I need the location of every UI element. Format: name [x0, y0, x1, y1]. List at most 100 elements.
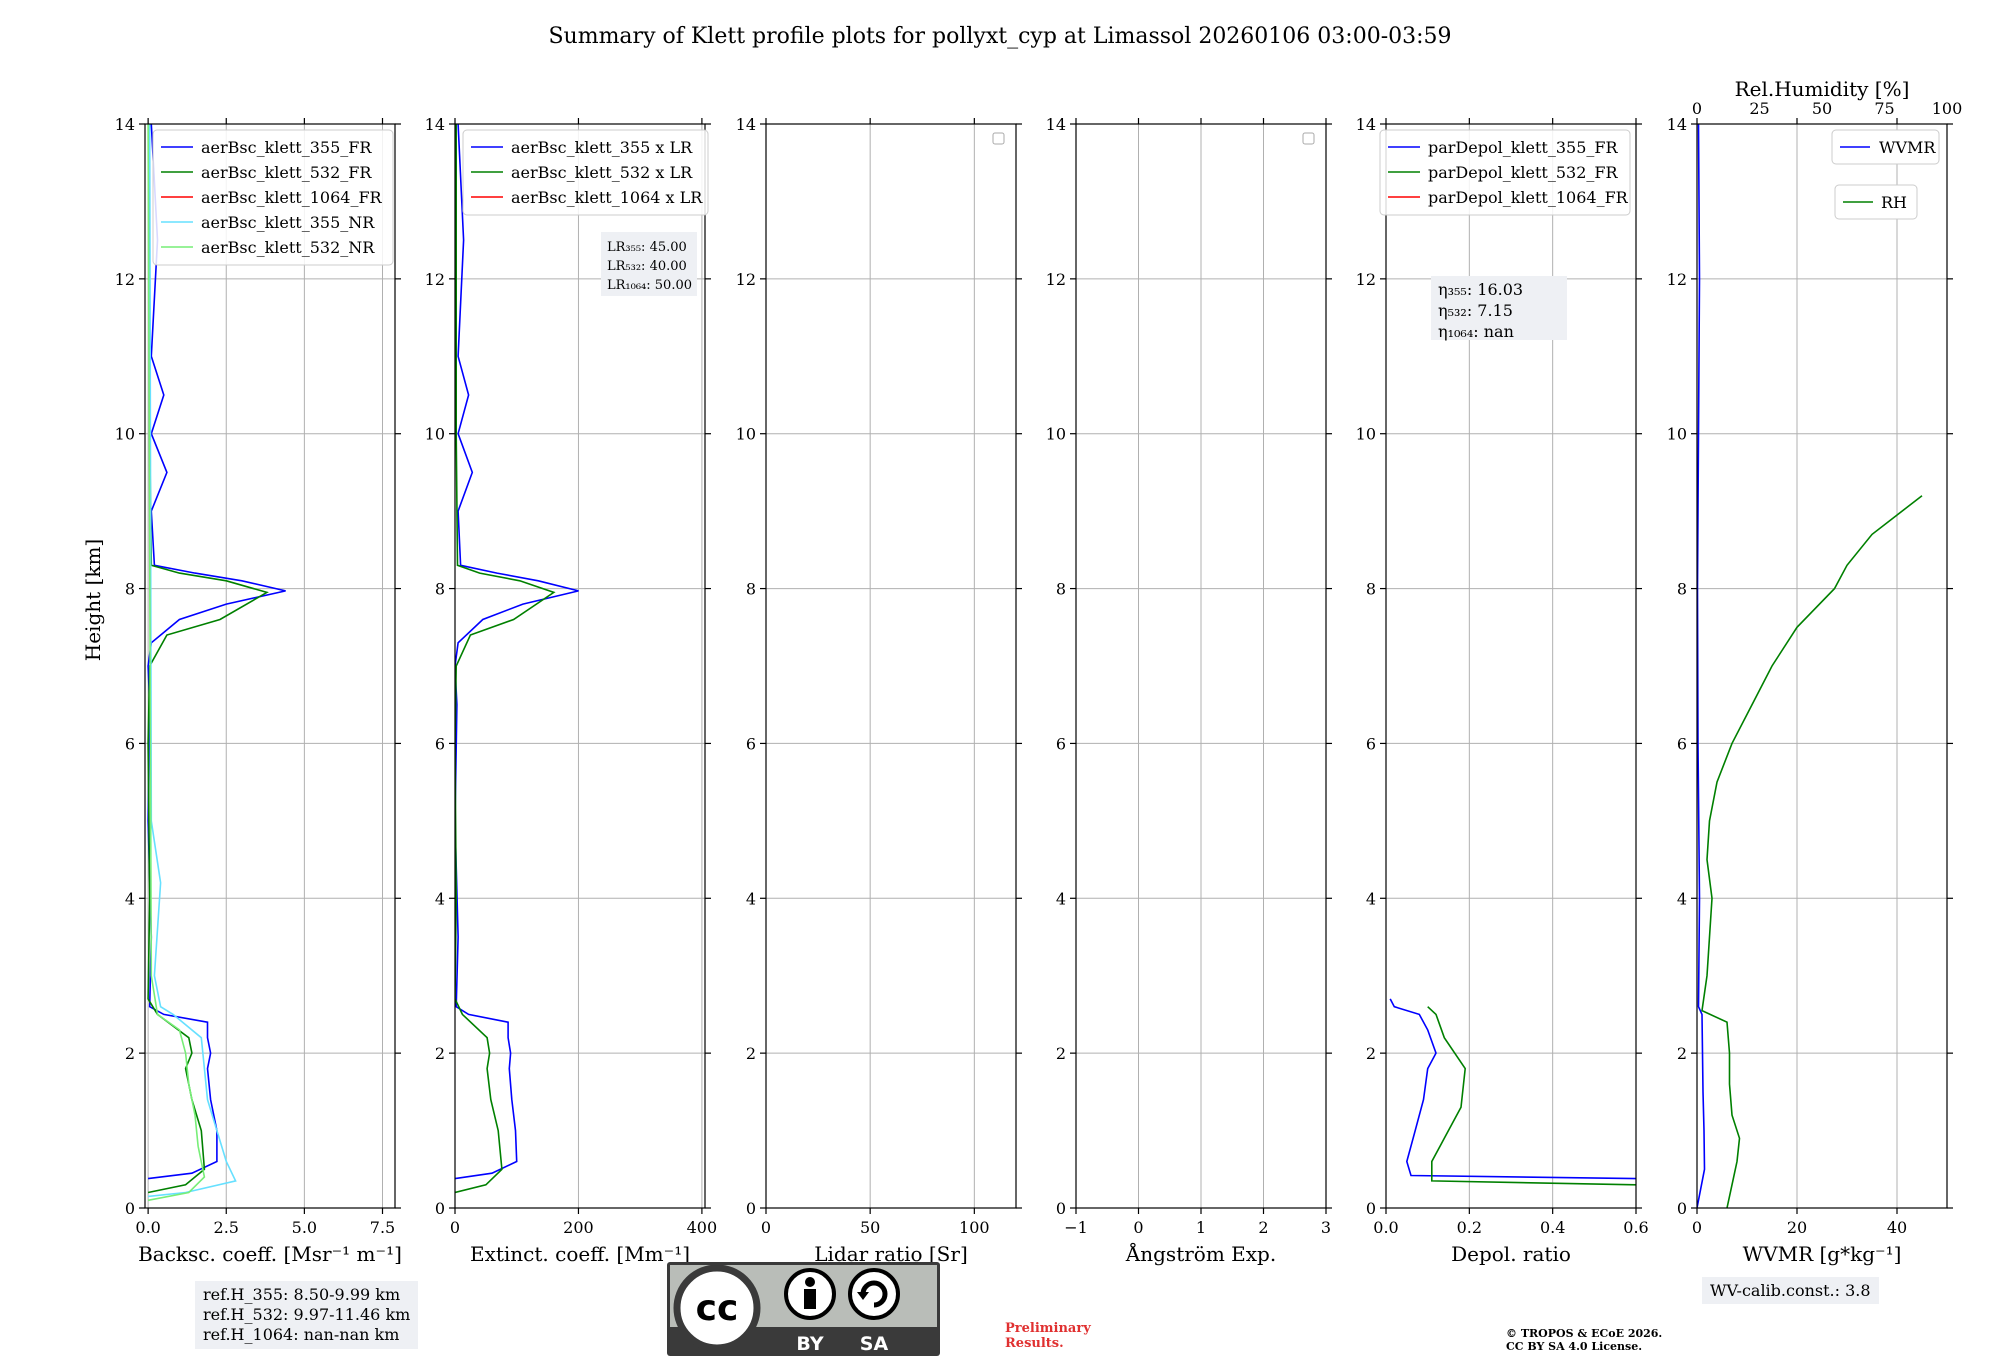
y-tick-label: 0 [1677, 1199, 1687, 1218]
y-tick-label: 12 [425, 270, 445, 289]
y-tick-label: 12 [736, 270, 756, 289]
y-tick-label: 0 [746, 1199, 756, 1218]
y-tick-label: 4 [746, 889, 756, 908]
x-tick-label: 50 [860, 1218, 880, 1237]
series-line-aerBsc_klett_532_NR [147, 124, 206, 1202]
x-tick-label: −1 [1064, 1218, 1088, 1237]
y-tick-label: 4 [1366, 889, 1376, 908]
eta-eta355: η₃₅₅: 16.03 [1438, 280, 1523, 299]
empty-legend-icon [1302, 132, 1315, 145]
sa-label: SA [860, 1333, 889, 1355]
reference-height-box: ref.H_355: 8.50-9.99 km ref.H_532: 9.97-… [195, 1281, 419, 1349]
y-tick-label: 14 [736, 115, 756, 134]
x-tick-label: 1 [1196, 1218, 1206, 1237]
y-tick-label: 10 [1667, 425, 1687, 444]
y-tick-label: 8 [1677, 580, 1687, 599]
series-line-aerBsc_klett_355_FR [147, 124, 286, 1180]
y-tick-label: 12 [1046, 270, 1066, 289]
y-tick-label: 10 [425, 425, 445, 444]
legend: aerBsc_klett_355 x LR aerBsc_klett_532 x … [462, 129, 709, 216]
series-line-WVMR [1697, 124, 1706, 1208]
ref-h-1064: ref.H_1064: nan-nan km [203, 1325, 400, 1344]
y-tick-label: 10 [736, 425, 756, 444]
y-tick-label: 2 [1677, 1044, 1687, 1063]
y-tick-label: 14 [1667, 115, 1687, 134]
copyright-note: © TROPOS & ECoE 2026. CC BY SA 4.0 Licen… [1506, 1327, 1662, 1353]
copyright-line2: CC BY SA 4.0 License. [1506, 1340, 1643, 1353]
y-tick-label: 8 [746, 580, 756, 599]
legend-label: aerBsc_klett_1064_FR [201, 188, 383, 207]
lidar-ratio-lr532: LR₅₃₂: 40.00 [607, 259, 687, 274]
y-tick-label: 8 [125, 580, 135, 599]
y-tick-label: 4 [1677, 889, 1687, 908]
legend-rh: RH [1834, 184, 1918, 220]
legend-label: RH [1881, 193, 1907, 212]
y-tick-label: 2 [435, 1044, 445, 1063]
y-tick-label: 14 [115, 115, 135, 134]
x-axis-label: Extinct. coeff. [Mm⁻¹] [470, 1242, 690, 1266]
eta-box: η₃₅₅: 16.03 η₅₃₂: 7.15 η₁₀₆₄: nan [1431, 276, 1567, 341]
preliminary-line1: Preliminary [1005, 1321, 1091, 1336]
series-line-aerBsc_klett_355 x LR [455, 124, 579, 1180]
x-tick-label: 5.0 [292, 1218, 317, 1237]
x-axis-label: Depol. ratio [1451, 1242, 1571, 1266]
series-line-RH [1701, 495, 1923, 1208]
x-tick-label: 0 [1692, 1218, 1702, 1237]
x-tick-label: 0 [761, 1218, 771, 1237]
x2-tick-label: 25 [1749, 99, 1769, 118]
legend-label: aerBsc_klett_532 x LR [511, 163, 693, 182]
x-tick-label: 7.5 [370, 1218, 395, 1237]
panel-1: 0 2 4 6 8 10 12 14 0.0 2.5 5.0 7.5 Backsc. coeff. [M… [115, 115, 402, 1266]
series-line-parDepol_klett_532_FR [1427, 1006, 1636, 1186]
axes-frame [765, 123, 1017, 1209]
y-tick-label: 2 [746, 1044, 756, 1063]
x2-tick-label: 0 [1692, 99, 1702, 118]
wv-calib-box: WV-calib.const.: 3.8 [1702, 1277, 1879, 1304]
panel-2: 0 2 4 6 8 10 12 14 0 200 400 Extinct. coeff. [Mm⁻¹]… [425, 115, 718, 1266]
y-tick-label: 0 [1056, 1199, 1066, 1218]
series-group [455, 124, 579, 1194]
y-tick-label: 14 [1356, 115, 1376, 134]
y-tick-label: 2 [125, 1044, 135, 1063]
y-tick-label: 12 [1356, 270, 1376, 289]
series-line-aerBsc_klett_532 x LR [455, 124, 556, 1194]
y-tick-label: 0 [1366, 1199, 1376, 1218]
y-tick-label: 4 [125, 889, 135, 908]
x-tick-label: 0.2 [1457, 1218, 1482, 1237]
x-tick-label: 0.4 [1540, 1218, 1565, 1237]
cc-by-sa-license-badge: cc BY SA [667, 1262, 940, 1356]
eta-eta532: η₅₃₂: 7.15 [1438, 301, 1513, 320]
legend-label: aerBsc_klett_1064 x LR [511, 188, 703, 207]
x-tick-label: 400 [687, 1218, 718, 1237]
y-tick-label: 0 [435, 1199, 445, 1218]
legend-label: aerBsc_klett_532_NR [201, 238, 375, 257]
y-tick-label: 2 [1366, 1044, 1376, 1063]
y-tick-label: 14 [1046, 115, 1066, 134]
legend-label: aerBsc_klett_355_NR [201, 213, 375, 232]
x-axis-label: WVMR [g*kg⁻¹] [1743, 1242, 1902, 1266]
y-tick-label: 6 [1366, 734, 1376, 753]
x-axis-label: Ångström Exp. [1125, 1241, 1276, 1266]
lidar-ratio-lr355: LR₃₅₅: 45.00 [607, 240, 687, 255]
x-tick-label: 0.0 [135, 1218, 160, 1237]
legend-label: aerBsc_klett_355 x LR [511, 138, 693, 157]
y-tick-label: 12 [115, 270, 135, 289]
x2-tick-label: 50 [1812, 99, 1832, 118]
axes-frame [144, 123, 396, 1209]
legend-label: parDepol_klett_1064_FR [1428, 188, 1629, 207]
legend: parDepol_klett_355_FR parDepol_klett_532_… [1379, 129, 1631, 216]
eta-eta1064: η₁₀₆₄: nan [1438, 322, 1514, 341]
x-tick-label: 0 [450, 1218, 460, 1237]
series-line-aerBsc_klett_355_NR [148, 124, 237, 1198]
panel-5: 0 2 4 6 8 10 12 14 0.0 0.2 0.4 0.6 Depol. ratio parDe… [1356, 115, 1649, 1266]
y-tick-label: 6 [1677, 734, 1687, 753]
y-tick-label: 4 [435, 889, 445, 908]
legend-wvmr: WVMR [1831, 129, 1940, 165]
preliminary-note: Preliminary Results. [1005, 1321, 1091, 1351]
y-tick-label: 10 [1046, 425, 1066, 444]
y-axis-label: Height [km] [81, 539, 105, 661]
lidar-ratio-lr1064: LR₁₀₆₄: 50.00 [607, 278, 692, 293]
